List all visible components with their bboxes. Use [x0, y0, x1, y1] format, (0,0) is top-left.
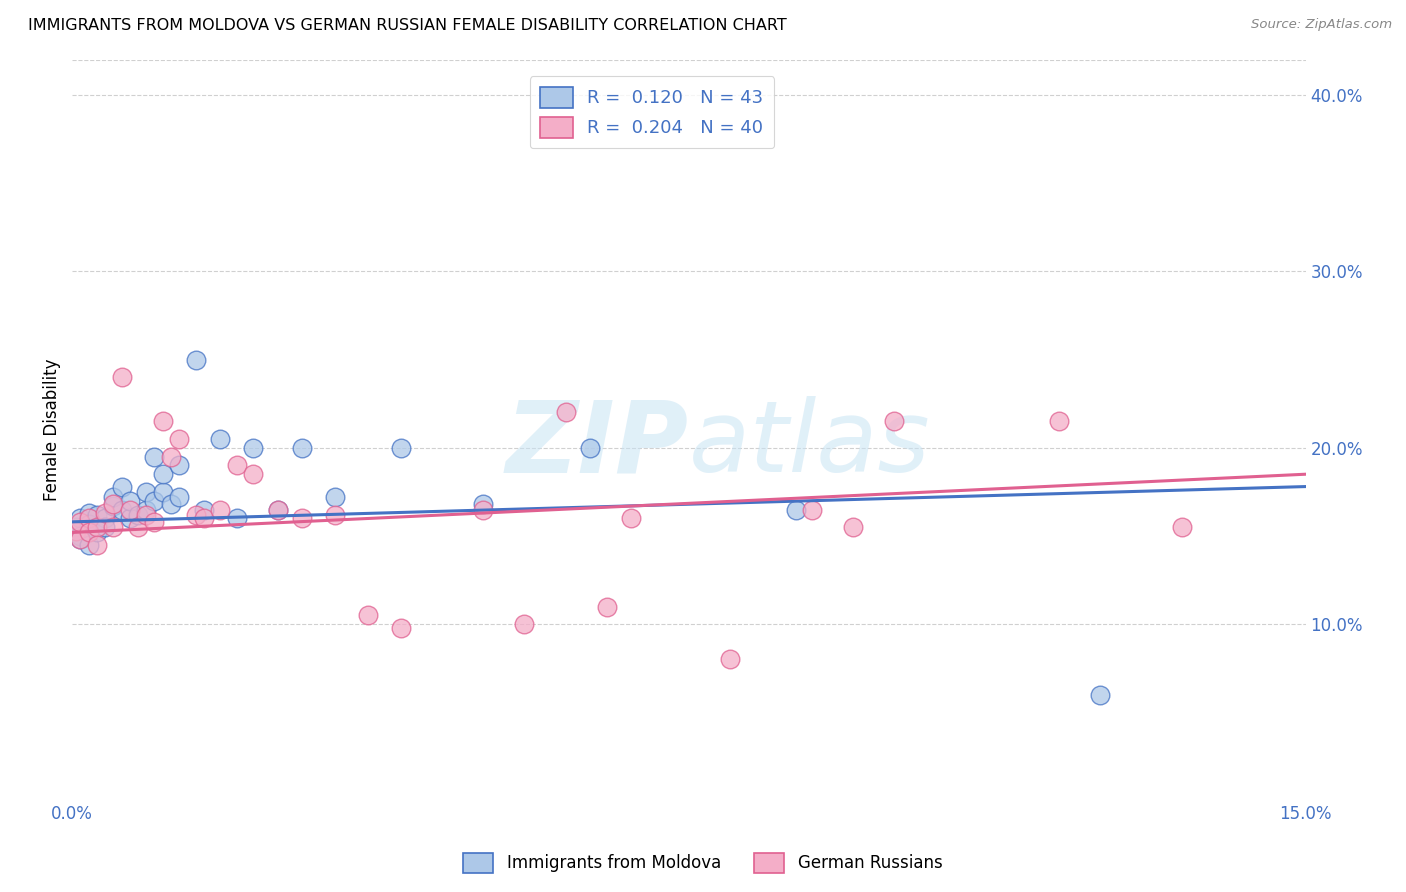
Point: [209, 502, 232, 516]
Point: [86, 520, 108, 534]
Point: [143, 515, 166, 529]
Point: [325, 490, 347, 504]
Point: [103, 520, 125, 534]
Point: [620, 511, 643, 525]
Point: [842, 520, 865, 534]
Legend: R =  0.120   N = 43, R =  0.204   N = 40: R = 0.120 N = 43, R = 0.204 N = 40: [530, 76, 775, 148]
Point: [554, 405, 576, 419]
Point: [242, 441, 264, 455]
Point: [167, 432, 190, 446]
Legend: Immigrants from Moldova, German Russians: Immigrants from Moldova, German Russians: [457, 847, 949, 880]
Point: [184, 352, 207, 367]
Point: [167, 458, 190, 473]
Point: [291, 441, 314, 455]
Point: [785, 502, 807, 516]
Point: [143, 450, 166, 464]
Point: [193, 502, 215, 516]
Point: [69, 533, 91, 547]
Point: [225, 511, 247, 525]
Point: [152, 484, 174, 499]
Point: [472, 497, 495, 511]
Text: ZIP: ZIP: [506, 396, 689, 493]
Point: [69, 529, 91, 543]
Point: [127, 508, 149, 522]
Point: [389, 441, 412, 455]
Point: [69, 515, 91, 529]
Point: [77, 516, 100, 531]
Point: [160, 450, 183, 464]
Point: [718, 652, 741, 666]
Text: Source: ZipAtlas.com: Source: ZipAtlas.com: [1251, 18, 1392, 31]
Text: atlas: atlas: [689, 396, 931, 493]
Point: [152, 414, 174, 428]
Point: [118, 502, 141, 516]
Point: [118, 493, 141, 508]
Point: [77, 538, 100, 552]
Point: [77, 525, 100, 540]
Point: [86, 525, 108, 540]
Point: [110, 370, 132, 384]
Point: [472, 502, 495, 516]
Point: [184, 508, 207, 522]
Point: [225, 458, 247, 473]
Point: [1047, 414, 1070, 428]
Y-axis label: Female Disability: Female Disability: [44, 359, 60, 501]
Point: [118, 511, 141, 525]
Point: [579, 441, 602, 455]
Point: [77, 511, 100, 525]
Point: [513, 617, 536, 632]
Point: [94, 511, 117, 525]
Point: [325, 508, 347, 522]
Point: [595, 599, 617, 614]
Point: [94, 520, 117, 534]
Point: [69, 533, 91, 547]
Point: [65, 524, 87, 538]
Point: [127, 520, 149, 534]
Point: [167, 490, 190, 504]
Point: [94, 506, 117, 520]
Point: [357, 608, 380, 623]
Point: [86, 508, 108, 522]
Point: [193, 511, 215, 525]
Point: [160, 497, 183, 511]
Point: [135, 502, 157, 516]
Point: [883, 414, 905, 428]
Point: [103, 497, 125, 511]
Point: [209, 432, 232, 446]
Point: [242, 467, 264, 482]
Point: [135, 484, 157, 499]
Point: [110, 502, 132, 516]
Point: [110, 479, 132, 493]
Point: [77, 506, 100, 520]
Point: [86, 538, 108, 552]
Point: [65, 520, 87, 534]
Point: [267, 502, 290, 516]
Point: [103, 490, 125, 504]
Point: [1171, 520, 1194, 534]
Text: IMMIGRANTS FROM MOLDOVA VS GERMAN RUSSIAN FEMALE DISABILITY CORRELATION CHART: IMMIGRANTS FROM MOLDOVA VS GERMAN RUSSIA…: [28, 18, 787, 33]
Point: [69, 511, 91, 525]
Point: [152, 467, 174, 482]
Point: [1088, 688, 1111, 702]
Point: [291, 511, 314, 525]
Point: [801, 502, 824, 516]
Point: [135, 508, 157, 522]
Point: [143, 493, 166, 508]
Point: [103, 499, 125, 513]
Point: [267, 502, 290, 516]
Point: [389, 621, 412, 635]
